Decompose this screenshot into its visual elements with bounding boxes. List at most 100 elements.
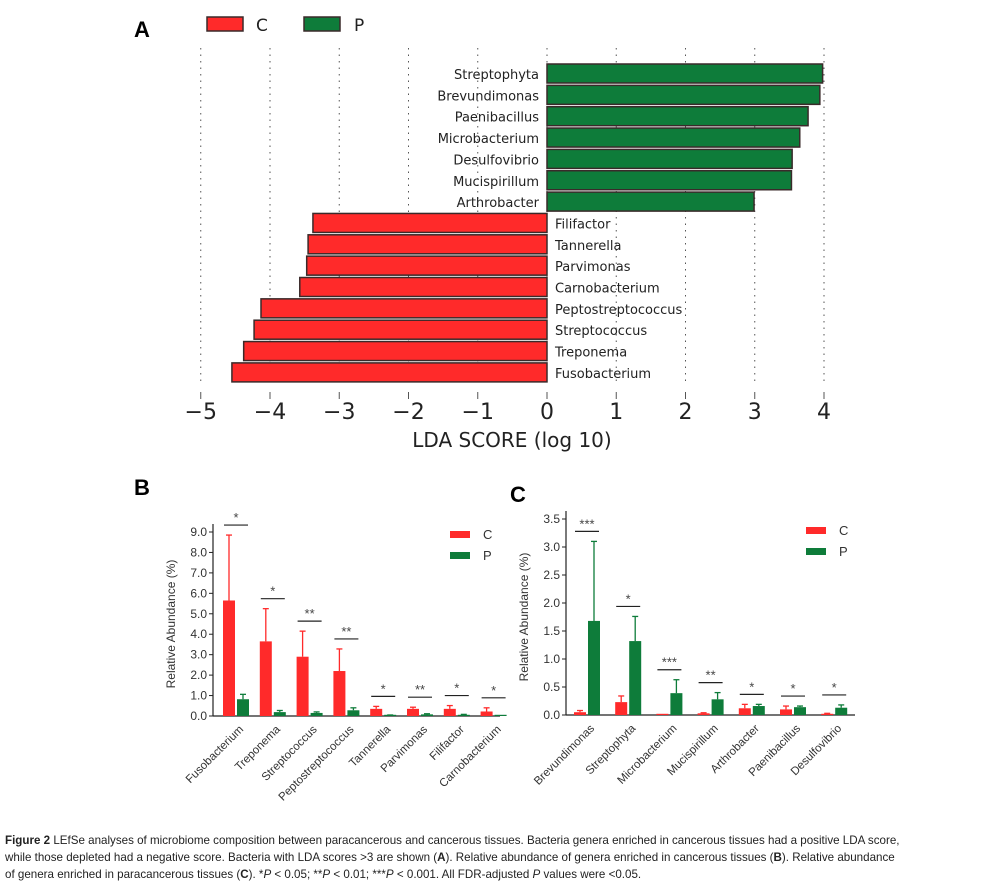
y-tick-label: 7.0 [190,566,207,580]
caption-p: P [322,868,331,881]
legend-label-c: C [839,523,848,538]
x-tick-label: −4 [254,400,286,425]
caption-p: P [263,868,272,881]
bar-p [457,714,470,716]
bar-p [629,641,642,715]
lda-bar-label: Microbacterium [438,132,539,147]
bar-c [480,711,493,716]
bar-c [259,641,272,716]
y-tick-label: 2.0 [543,596,560,610]
figure-label: Figure 2 [5,834,51,847]
x-tick-label: 1 [609,400,623,425]
y-tick-label: 2.0 [190,668,207,682]
x-tick-label: 3 [748,400,762,425]
significance-stars: ** [706,668,716,683]
significance-stars: * [491,683,496,698]
lda-bar [253,319,548,340]
significance-stars: * [832,680,837,695]
lda-bar [299,276,548,298]
lda-bar [260,298,548,319]
lda-bar-label: Treponema [554,346,627,361]
legend-label-p: P [483,548,492,563]
lda-bar [546,63,824,84]
bar-p [273,712,286,716]
significance-stars: ** [305,606,315,621]
lda-bar-label: Streptococcus [555,324,647,339]
x-category-label: Brevundimonas [532,722,597,787]
significance-stars: * [381,681,386,696]
y-tick-label: 1.5 [543,624,560,638]
significance-stars: ** [415,682,425,697]
legend-label-c: C [483,527,492,542]
x-tick-label: −1 [462,400,494,425]
lda-chart: C P Streptophyta Brevundimonas Paenibacill… [185,16,831,452]
lda-bar [312,212,548,234]
caption-text: values were <0.05. [540,868,642,881]
lda-bar-label: Parvimonas [555,260,631,275]
caption-text: LEfSe analyses of microbiome composition… [50,834,900,847]
caption-ref: B [773,851,782,864]
significance-stars: * [454,681,459,696]
caption-ref: A [437,851,446,864]
lda-bar [231,362,548,383]
lda-bar-label: Carnobacterium [555,282,660,297]
y-tick-label: 3.0 [543,540,560,554]
y-tick-label: 1.0 [190,689,207,703]
lda-bar-label: Streptophyta [454,68,539,83]
bar-p [421,714,433,716]
lda-bar-label: Desulfovibrio [453,153,539,168]
y-tick-label: 6.0 [190,586,207,600]
lda-bar-label: Filifactor [555,217,611,232]
caption-text: of genera enriched in paracancerous tiss… [5,868,241,881]
caption-line-1: Figure 2 LEfSe analyses of microbiome co… [5,832,995,849]
lda-bar [546,170,793,191]
bar-p [794,707,806,715]
lda-bar [546,84,821,106]
bar-c [780,709,792,715]
panel-label-a: A [134,17,150,42]
lda-bar-label: Brevundimonas [437,89,539,104]
legend-swatch-c [206,16,244,32]
y-tick-label: 0.5 [543,680,560,694]
abundance-chart-cancerous: 0.0 1.0 2.0 3.0 4.0 5.0 6.0 7.0 8.0 9.0 Relative A… [164,510,507,804]
lda-bar-label: Peptostreptococcus [555,303,683,318]
bar-c [296,656,309,716]
y-tick-label: 4.0 [190,627,207,641]
lda-bar-label: Mucispirillum [453,175,539,190]
y-axis-label: Relative Abundance (%) [517,553,531,682]
bar-p [347,710,360,716]
bar-p [835,707,848,715]
legend-swatch-p [450,552,470,559]
bar-p [752,706,765,715]
panel-label-b: B [134,475,150,500]
bar-c [615,702,628,715]
bar-p [711,699,724,715]
bar-c [656,713,669,715]
x-category-label: Fusobacterium [184,724,246,786]
lda-bars: Streptophyta Brevundimonas Paenibacillus Mi… [231,63,824,383]
bar-c [574,712,586,715]
caption-text: ). Relative abundance [781,851,895,864]
caption-text: < 0.05; ** [271,868,323,881]
figure: A B C C P Streptophyta Brevundimonas Paeni… [134,16,855,804]
y-tick-label: 2.5 [543,568,560,582]
abundance-chart-paracancerous: 0.0 0.5 1.0 1.5 2.0 2.5 3.0 3.5 Relative Abundan… [517,511,855,788]
y-tick-label: 9.0 [190,525,207,539]
legend-swatch-c [450,531,470,538]
bar-c [333,671,346,716]
lda-bar-label: Tannerella [554,239,621,254]
y-tick-label: 1.0 [543,652,560,666]
figure-caption: Figure 2 LEfSe analyses of microbiome co… [5,832,995,883]
x-tick-label: 4 [817,400,831,425]
y-tick-label: 8.0 [190,545,207,559]
y-tick-label: 5.0 [190,607,207,621]
x-category-label: Peptostreptococcus [277,723,357,803]
y-tick-label: 0.0 [543,708,560,722]
caption-p: P [532,868,541,881]
caption-text: < 0.01; *** [330,868,386,881]
bar-c [443,708,456,716]
panel-label-c: C [510,482,526,507]
lda-bar [546,127,801,148]
y-tick-label: 3.0 [190,648,207,662]
lda-bar-label: Fusobacterium [555,367,651,382]
